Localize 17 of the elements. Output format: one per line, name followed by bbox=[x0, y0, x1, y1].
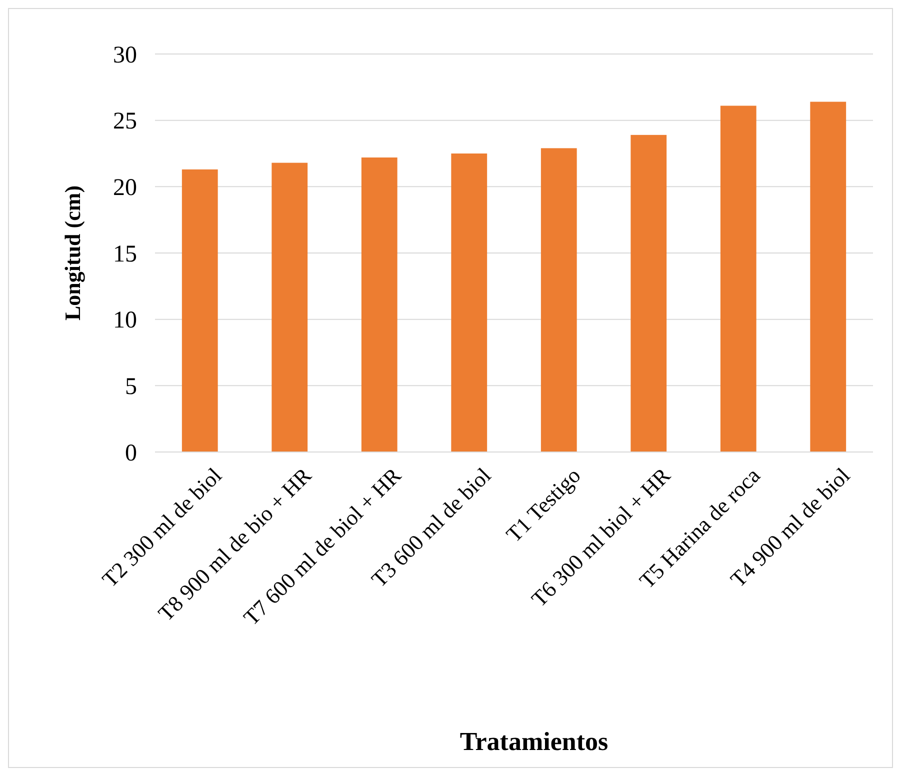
bar bbox=[182, 169, 218, 452]
y-axis-title: Longitud (cm) bbox=[60, 185, 85, 321]
bar bbox=[451, 154, 488, 452]
y-tick-label: 30 bbox=[113, 42, 137, 68]
y-tick-label: 20 bbox=[113, 175, 137, 202]
x-axis-title: Tratamientos bbox=[460, 727, 608, 756]
y-tick-label: 10 bbox=[113, 308, 137, 334]
bar bbox=[630, 134, 667, 452]
y-tick-label: 15 bbox=[113, 241, 137, 268]
y-tick-label: 25 bbox=[113, 108, 137, 135]
y-tick-label: 0 bbox=[125, 440, 137, 466]
bar bbox=[540, 148, 577, 452]
bar bbox=[272, 162, 308, 452]
bar bbox=[810, 102, 846, 452]
y-tick-label: 5 bbox=[125, 374, 137, 400]
bar bbox=[361, 157, 398, 452]
bar bbox=[720, 106, 756, 452]
